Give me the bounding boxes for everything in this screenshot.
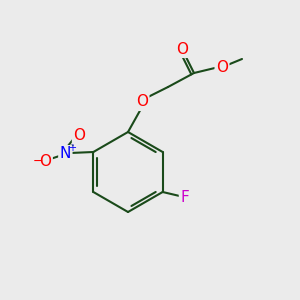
Text: −: − [33,154,44,167]
Text: O: O [216,59,228,74]
Text: N: N [60,146,71,161]
Text: O: O [136,94,148,110]
Text: O: O [176,41,188,56]
Text: +: + [68,143,76,153]
Text: O: O [39,154,51,169]
Text: O: O [74,128,86,143]
Text: F: F [180,190,189,206]
